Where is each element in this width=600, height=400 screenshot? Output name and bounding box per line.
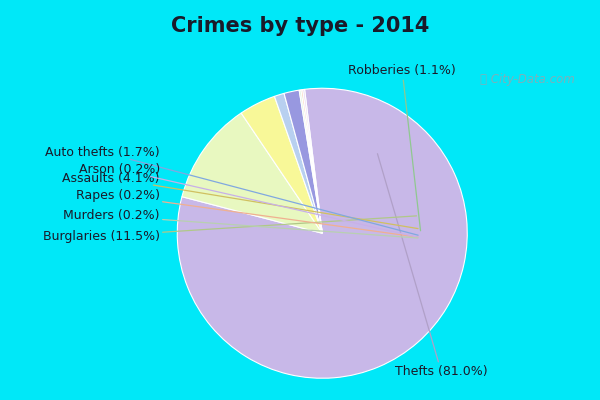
Wedge shape	[299, 90, 322, 233]
Wedge shape	[301, 90, 322, 233]
Wedge shape	[182, 113, 322, 233]
Wedge shape	[303, 89, 322, 233]
Wedge shape	[177, 88, 467, 378]
Wedge shape	[241, 96, 322, 233]
Text: Assaults (4.1%): Assaults (4.1%)	[62, 172, 418, 228]
Text: Arson (0.2%): Arson (0.2%)	[79, 163, 418, 237]
Text: Burglaries (11.5%): Burglaries (11.5%)	[43, 216, 416, 243]
Text: Murders (0.2%): Murders (0.2%)	[64, 209, 418, 238]
Wedge shape	[284, 90, 322, 233]
Text: Rapes (0.2%): Rapes (0.2%)	[76, 189, 418, 237]
Text: Robberies (1.1%): Robberies (1.1%)	[349, 64, 456, 231]
Text: ⓘ City-Data.com: ⓘ City-Data.com	[480, 74, 575, 86]
Text: Crimes by type - 2014: Crimes by type - 2014	[171, 16, 429, 36]
Text: Thefts (81.0%): Thefts (81.0%)	[377, 154, 487, 378]
Wedge shape	[274, 93, 322, 233]
Text: Auto thefts (1.7%): Auto thefts (1.7%)	[45, 146, 418, 235]
